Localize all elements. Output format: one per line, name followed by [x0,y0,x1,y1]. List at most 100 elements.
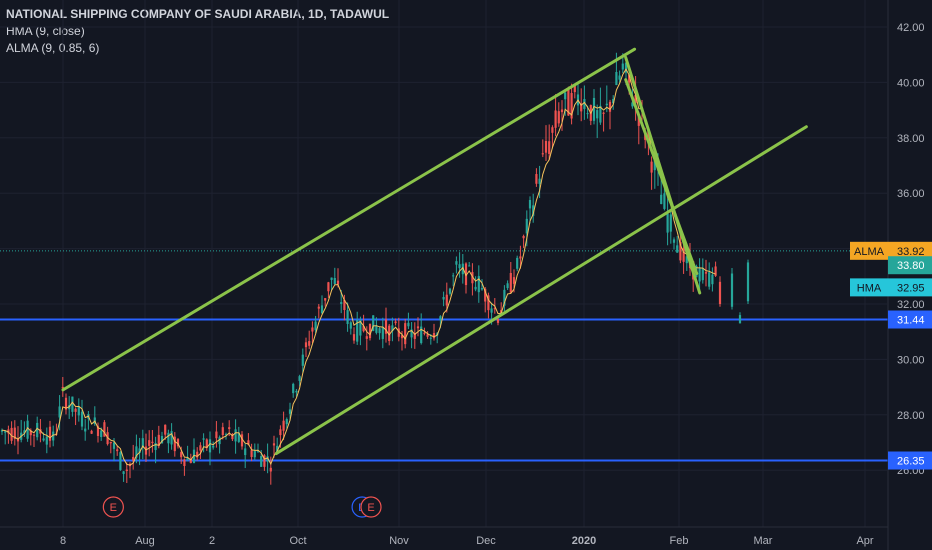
candle-body [480,288,484,290]
candle-body [650,161,653,173]
price-tag-bg [888,278,932,297]
candle-body [90,430,93,434]
candle-body [628,74,631,83]
candle-body [730,273,734,307]
candle-body [170,431,173,445]
y-tick-label: 42.00 [897,22,925,34]
candle-body [132,456,135,461]
trend-line [624,78,699,276]
y-tick-label: 40.00 [897,77,925,89]
candle-body [535,174,538,184]
candle-body [71,396,74,412]
candle-body [314,321,317,331]
candle-body [711,274,714,285]
candle-body [295,390,298,393]
candle-body [186,457,189,460]
candle-body [538,178,541,184]
candle-body [605,103,608,106]
candle-body [746,262,750,302]
candle-body [573,85,576,93]
candle-body [176,439,180,447]
candle-body [586,113,589,115]
candle-body [100,430,103,438]
x-tick-label: 2020 [572,535,596,547]
y-tick-label: 36.00 [897,188,925,200]
chart-title: NATIONAL SHIPPING COMPANY OF SAUDI ARABI… [6,7,390,21]
candle-body [384,319,388,334]
candle-body [653,158,656,171]
candle-body [340,302,343,304]
candle-body [247,440,250,445]
candle-body [125,469,128,471]
candle-body [61,386,64,389]
candle-body [407,322,410,327]
candle-body [468,265,471,267]
event-marker-letter: E [110,502,117,514]
candle-body [477,276,480,293]
candle-body [612,98,615,104]
candle-body [320,305,324,314]
time-axis[interactable]: 8 Aug 2 Oct Nov Dec 2020 Feb Mar Apr [0,526,888,547]
candle-body [685,256,688,264]
candle-body [151,441,154,444]
candle-body [718,281,722,304]
event-marker-letter: E [367,502,374,514]
candle-body [365,336,368,339]
candle-body [624,62,628,73]
event-marker-circle [102,496,124,518]
candle-body [679,241,682,261]
price-tag-bg [888,256,932,275]
candle-body [525,218,528,234]
candle-body [704,272,708,274]
candle-body [567,89,570,116]
candle-body [212,445,215,448]
x-tick-label: Oct [289,535,306,547]
candle-body [228,427,231,430]
candle-body [647,131,650,141]
candle-body [416,326,420,329]
candle-body [317,306,320,309]
candle-body [541,153,544,155]
candle-body [276,445,279,453]
price-tag-bg [888,241,932,260]
candle-body [701,268,704,281]
candle-body [548,141,551,154]
candle-body [714,266,717,276]
candle-body [381,327,384,339]
candle-body [157,434,160,447]
candle-body [74,408,77,412]
candle-body [352,334,356,341]
candle-body [135,446,138,458]
candle-body [359,319,362,336]
alma-indicator-label[interactable]: ALMA (9, 0.85, 6) [6,41,100,55]
candle-body [167,432,170,444]
candle-body [439,316,442,321]
candle-body [682,248,685,262]
candle-body [522,235,525,239]
hma-curve [1,68,716,466]
event-marker-circle [360,496,382,518]
hma-line [1,68,716,466]
candle-body [205,439,208,449]
candle-body [631,102,634,107]
price-tag-label: ALMA [854,246,885,258]
trend-lines[interactable] [61,47,808,456]
price-tag-bg [888,451,932,470]
candle-body [455,261,458,265]
candle-body [311,327,314,332]
trend-line [624,55,702,295]
candle-body [183,459,186,467]
candle-body [452,275,455,277]
grid [0,0,887,527]
candle-body [634,95,637,104]
candle-body [394,321,397,324]
candle-body [378,328,381,334]
candle-body [282,420,285,431]
candle-body [138,448,141,453]
event-markers[interactable]: EDE [102,496,382,518]
candle-body [272,443,276,446]
candle-body [112,442,116,449]
candle-body [372,315,375,331]
candle-body [676,245,679,253]
